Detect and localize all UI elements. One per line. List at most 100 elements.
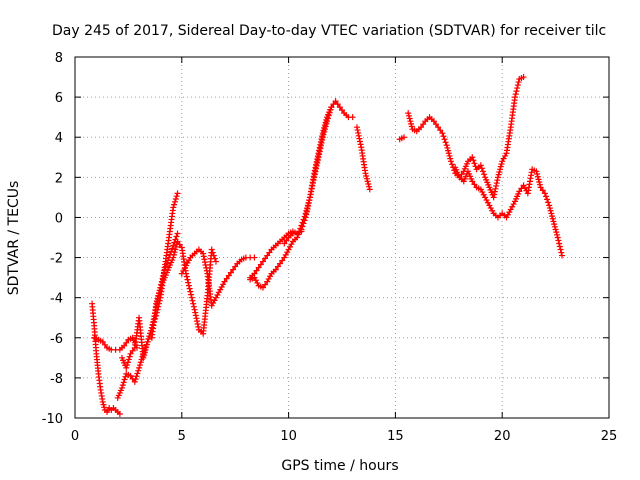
data-point	[171, 201, 178, 208]
data-point	[535, 176, 542, 183]
x-tick-label: 20	[494, 429, 511, 444]
data-point	[445, 150, 452, 157]
data-point	[272, 266, 279, 273]
data-point	[316, 147, 323, 154]
data-point	[322, 119, 329, 126]
data-point	[551, 223, 558, 230]
series-3	[118, 230, 181, 371]
data-point	[554, 231, 561, 238]
data-point	[365, 181, 372, 188]
data-point	[479, 168, 486, 175]
data-point	[533, 168, 540, 175]
data-point	[492, 185, 499, 192]
data-point	[477, 162, 484, 169]
data-point	[262, 255, 269, 262]
data-point	[230, 266, 237, 273]
data-point	[277, 260, 284, 267]
data-point	[353, 124, 360, 131]
data-point	[118, 384, 125, 391]
data-point	[185, 279, 192, 286]
data-point	[190, 303, 197, 310]
data-point	[495, 171, 502, 178]
data-point	[546, 205, 553, 212]
data-point	[514, 85, 521, 92]
data-point	[185, 282, 192, 289]
data-point	[173, 243, 180, 250]
data-point	[171, 198, 178, 205]
data-point	[129, 347, 136, 354]
data-point	[549, 213, 556, 220]
data-point	[170, 254, 177, 261]
data-point	[469, 154, 476, 161]
data-point	[550, 218, 557, 225]
data-point	[306, 197, 313, 204]
data-point	[121, 376, 128, 383]
plot-frame	[74, 56, 610, 419]
data-point	[314, 153, 321, 160]
y-tick-label: 4	[55, 131, 63, 146]
y-axis: -10 -8 -6 -4 -2 0 2 4 6 8	[42, 51, 609, 427]
data-point	[257, 261, 264, 268]
data-point	[202, 262, 209, 269]
data-point	[210, 252, 217, 259]
data-series	[89, 74, 566, 417]
data-point	[420, 121, 427, 128]
data-point	[200, 253, 207, 260]
data-point	[136, 364, 143, 371]
data-point	[192, 309, 199, 316]
data-point	[442, 139, 449, 146]
data-point	[318, 135, 325, 142]
data-point	[408, 120, 415, 127]
data-point	[274, 263, 281, 270]
data-point	[264, 252, 271, 259]
data-point	[408, 123, 415, 130]
data-point	[313, 161, 320, 168]
data-point	[418, 124, 425, 131]
data-point	[255, 264, 262, 271]
data-point	[311, 167, 318, 174]
data-point	[156, 289, 163, 296]
data-point	[405, 110, 412, 117]
data-point	[355, 129, 362, 136]
data-point	[516, 188, 523, 195]
data-point	[447, 155, 454, 162]
series-7	[247, 104, 335, 291]
data-point	[336, 104, 343, 111]
data-point	[140, 354, 147, 361]
data-point	[188, 291, 195, 298]
y-tick-label: -10	[42, 412, 63, 427]
data-point	[515, 79, 522, 86]
data-point	[363, 175, 370, 182]
data-point	[143, 341, 150, 348]
data-point	[189, 297, 196, 304]
data-point	[301, 217, 308, 224]
data-point	[558, 249, 565, 256]
data-point	[174, 190, 181, 197]
data-point	[154, 295, 161, 302]
data-point	[266, 249, 273, 256]
data-point	[512, 94, 519, 101]
data-point	[471, 160, 478, 167]
data-point	[188, 294, 195, 301]
data-point	[319, 130, 326, 137]
data-point	[133, 373, 140, 380]
x-tick-label: 15	[387, 429, 404, 444]
data-point	[279, 257, 286, 264]
grid-lines	[75, 57, 609, 418]
data-point	[163, 260, 170, 267]
chart-title: Day 245 of 2017, Sidereal Day-to-day VTE…	[52, 23, 606, 39]
data-point	[203, 264, 210, 271]
data-point	[153, 298, 160, 305]
data-point	[471, 181, 478, 188]
data-point	[320, 127, 327, 134]
data-point	[227, 269, 234, 276]
data-point	[155, 292, 162, 299]
data-point	[305, 200, 312, 207]
data-point	[497, 166, 504, 173]
data-point	[101, 404, 108, 411]
data-point	[201, 259, 208, 266]
data-point	[316, 144, 323, 151]
data-point	[536, 179, 543, 186]
data-point	[323, 116, 330, 123]
